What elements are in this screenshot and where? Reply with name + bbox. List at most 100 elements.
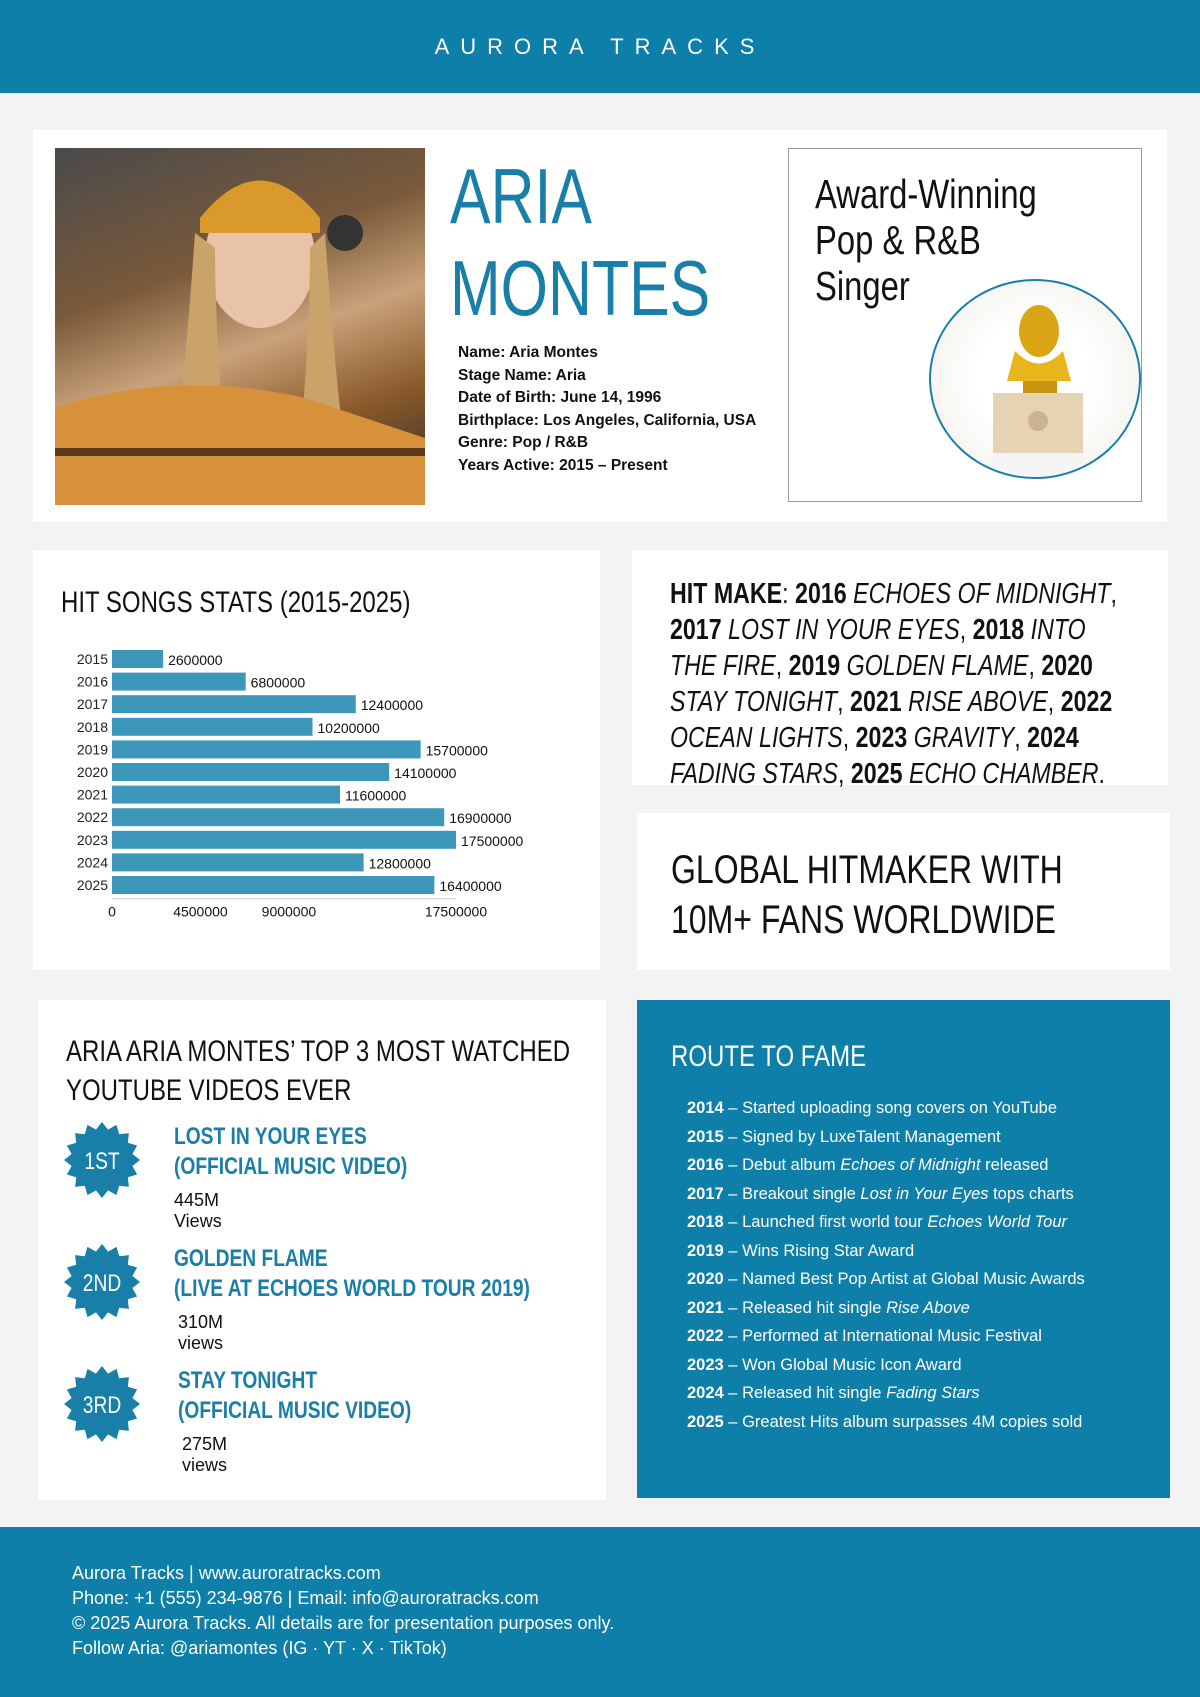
chart-title: HIT SONGS STATS (2015-2025) <box>61 586 411 619</box>
artist-name: ARIA MONTES <box>450 150 710 334</box>
award-box: Award-Winning Pop & R&B Singer <box>788 148 1142 502</box>
hit-title: Ocean Lights <box>670 722 843 754</box>
route-title: ROUTE TO FAME <box>671 1040 867 1073</box>
bar <box>112 830 456 849</box>
footer-contact: Phone: +1 (555) 234-9876 | Email: info@a… <box>72 1588 539 1608</box>
x-tick-label: 4500000 <box>173 904 228 920</box>
timeline-item: 2014 – Started uploading song covers on … <box>687 1099 1058 1117</box>
award-title: Award-Winning Pop & R&B Singer <box>815 171 1037 309</box>
hit-title: Into the Fire <box>670 614 1086 682</box>
data-label: 16900000 <box>449 810 512 826</box>
timeline-year: 2016 <box>687 1156 724 1174</box>
bar <box>112 876 435 894</box>
data-label: 10200000 <box>318 720 381 736</box>
video-views: 275M views <box>182 1434 228 1475</box>
y-tick-label: 2024 <box>77 854 108 870</box>
hit-make-card: HIT MAKE: 2016 Echoes of Midnight, 2017 … <box>632 550 1168 790</box>
global-hitmaker-card: GLOBAL HITMAKER WITH 10M+ FANS WORLDWIDE <box>637 813 1170 970</box>
timeline-year: 2024 <box>687 1384 724 1402</box>
bar <box>112 695 356 714</box>
hit-year: 2016 <box>795 578 854 610</box>
hit-make-text: HIT MAKE: 2016 Echoes of Midnight, 2017 … <box>670 578 1117 790</box>
starburst-badge-icon: 1ST <box>64 1122 140 1198</box>
data-label: 17500000 <box>461 833 524 849</box>
y-tick-label: 2015 <box>77 651 108 667</box>
hit-songs-chart-card: HIT SONGS STATS (2015-2025) 2015 2600000 2… <box>33 550 600 970</box>
fact-dob: Date of Birth: June 14, 1996 <box>458 389 662 406</box>
hit-title: Gravity <box>913 722 1015 754</box>
footer-social: Follow Aria: @ariamontes (IG · YT · X · … <box>72 1638 447 1658</box>
data-label: 11600000 <box>345 788 406 804</box>
award-title-line: Singer <box>815 263 910 309</box>
x-tick-label: 17500000 <box>425 904 488 920</box>
rank-label: 2ND <box>83 1269 121 1297</box>
hit-title: Echoes of Midnight <box>853 578 1111 610</box>
timeline-year: 2022 <box>687 1327 724 1345</box>
global-hitmaker-text: GLOBAL HITMAKER WITH 10M+ FANS WORLDWIDE <box>671 848 1063 942</box>
timeline-item: 2023 – Won Global Music Icon Award <box>687 1355 962 1374</box>
timeline-item: 2016 – Debut album Echoes of Midnight re… <box>687 1156 1049 1174</box>
hit-year: 2022 <box>1060 686 1113 718</box>
video-views: 310M views <box>178 1312 224 1353</box>
timeline-year: 2015 <box>687 1127 724 1146</box>
timeline-year: 2014 <box>687 1099 724 1117</box>
route-timeline: 2014 – Started uploading song covers on … <box>687 1094 1085 1436</box>
artist-photo-illustration <box>55 180 425 505</box>
data-label: 12800000 <box>369 855 432 871</box>
starburst-shape <box>64 1366 140 1442</box>
fact-years-active: Years Active: 2015 – Present <box>458 456 668 474</box>
timeline-title: Echoes World Tour <box>927 1213 1068 1231</box>
hit-title: Echo Chamber <box>908 758 1099 790</box>
artist-photo <box>55 148 425 505</box>
timeline-item: 2024 – Released hit single Fading Stars <box>687 1384 980 1402</box>
footer: Aurora Tracks | www.auroratracks.com Pho… <box>0 1527 1200 1697</box>
timeline-item: 2021 – Released hit single Rise Above <box>687 1298 970 1317</box>
starburst-shape <box>64 1122 140 1198</box>
bar <box>112 763 390 781</box>
hit-songs-bar-chart: 2015 2600000 2016 6800000 2017 12400000 2018 10… <box>77 650 524 920</box>
video-title: GOLDEN FLAME (LIVE AT ECHOES WORLD TOUR 2… <box>174 1244 530 1304</box>
rank-label: 3RD <box>83 1391 121 1419</box>
route-to-fame-card: ROUTE TO FAME 2014 – Started uploading s… <box>637 1000 1170 1498</box>
site-header: AURORA TRACKS <box>0 0 1200 93</box>
y-tick-label: 2023 <box>77 832 108 848</box>
x-tick-label: 9000000 <box>262 904 317 920</box>
award-title-line: Award-Winning <box>815 171 1037 217</box>
timeline-year: 2021 <box>687 1298 724 1317</box>
timeline-title: Fading Stars <box>886 1384 980 1402</box>
data-label: 14100000 <box>394 765 457 781</box>
rank-label: 1ST <box>84 1147 119 1175</box>
timeline-item: 2020 – Named Best Pop Artist at Global M… <box>687 1270 1085 1288</box>
data-label: 15700000 <box>426 742 489 758</box>
timeline-year: 2017 <box>687 1184 724 1203</box>
starburst-badge-icon: 3RD <box>64 1366 140 1442</box>
fact-genre: Genre: Pop / R&B <box>458 434 589 451</box>
hit-year: 2024 <box>1027 722 1079 754</box>
hit-year: 2019 <box>788 650 847 682</box>
bar <box>112 785 341 804</box>
fact-name: Name: Aria Montes <box>458 344 598 361</box>
y-tick-label: 2018 <box>77 719 108 735</box>
timeline-title: Echoes of Midnight <box>840 1156 981 1174</box>
hit-year: 2020 <box>1041 650 1093 682</box>
hit-title: Lost in Your Eyes <box>728 614 960 646</box>
y-tick-label: 2022 <box>77 809 108 825</box>
timeline-item: 2015 – Signed by LuxeTalent Management <box>687 1127 1001 1146</box>
hit-make-label: HIT MAKE <box>670 578 783 610</box>
name-line-2: MONTES <box>450 244 711 332</box>
x-tick-label: 0 <box>108 904 116 920</box>
bar <box>112 650 164 668</box>
data-label: 16400000 <box>439 878 502 894</box>
timeline-year: 2019 <box>687 1241 724 1260</box>
data-label: 12400000 <box>361 697 424 713</box>
y-tick-label: 2021 <box>77 787 108 803</box>
hit-year: 2017 <box>670 614 729 646</box>
footer-copyright: © 2025 Aurora Tracks. All details are fo… <box>72 1613 615 1633</box>
timeline-item: 2017 – Breakout single Lost in Your Eyes… <box>687 1184 1074 1203</box>
y-tick-label: 2016 <box>77 674 108 690</box>
video-title: STAY TONIGHT (OFFICIAL MUSIC VIDEO) <box>178 1366 411 1426</box>
trophy-icon <box>929 279 1141 479</box>
hit-year: 2023 <box>855 722 914 754</box>
bar <box>112 672 246 691</box>
hit-year: 2025 <box>850 758 909 790</box>
